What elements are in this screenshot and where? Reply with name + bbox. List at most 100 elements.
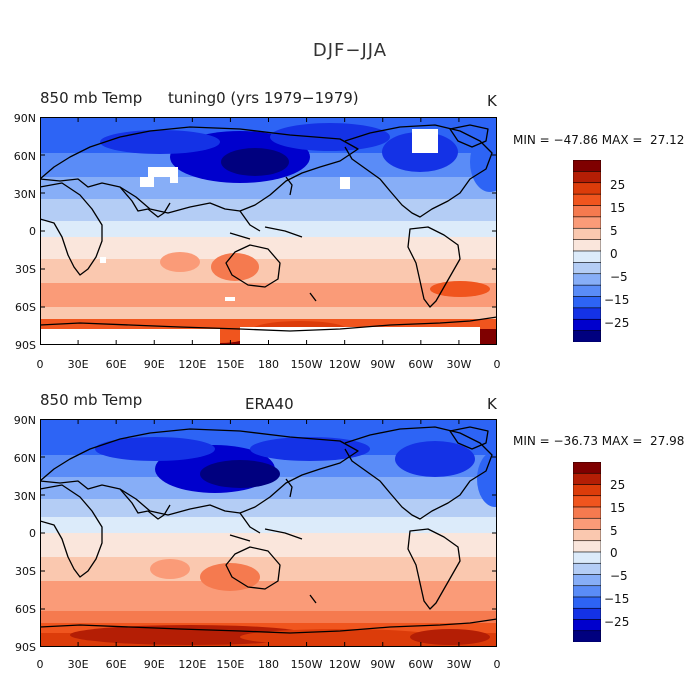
colorbar-swatch bbox=[573, 596, 601, 609]
coastline bbox=[449, 426, 489, 450]
lat-tick: 30S bbox=[15, 263, 36, 276]
colorbar-swatch bbox=[573, 307, 601, 320]
temperature-anomaly bbox=[200, 563, 260, 591]
temperature-anomaly bbox=[395, 441, 475, 477]
temperature-band bbox=[40, 307, 497, 319]
colorbar-swatch bbox=[573, 517, 601, 530]
colorbar-swatch bbox=[573, 205, 601, 218]
colorbar-label: −25 bbox=[604, 316, 630, 330]
temperature-band bbox=[40, 499, 497, 517]
colorbar-swatch bbox=[573, 472, 601, 485]
temperature-anomaly bbox=[100, 130, 220, 154]
colorbar-scale bbox=[573, 462, 601, 642]
temperature-band bbox=[40, 283, 497, 307]
colorbar-label: −5 bbox=[610, 270, 628, 284]
coastline bbox=[40, 316, 497, 332]
lat-tick: 60S bbox=[15, 301, 36, 314]
lon-tick: 150W bbox=[290, 358, 323, 371]
lon-axis: 0 30E 60E 90E 120E 150E 180 150W 120W 90W 60W 30W 0 bbox=[36, 658, 501, 672]
lon-tick: 30E bbox=[67, 358, 89, 371]
lon-tick: 150E bbox=[216, 358, 245, 371]
colorbar-swatch bbox=[573, 562, 601, 575]
panel-units-label: K bbox=[487, 92, 497, 110]
min-max-label: MIN = −36.73 MAX = 27.98 bbox=[513, 434, 685, 448]
lon-tick: 60E bbox=[105, 658, 127, 671]
coastline bbox=[225, 546, 281, 590]
lon-tick: 120E bbox=[178, 658, 207, 671]
missing-data-patch bbox=[412, 129, 438, 153]
coastline bbox=[344, 426, 493, 520]
temperature-anomaly bbox=[250, 437, 370, 461]
axis-ticks bbox=[40, 419, 497, 647]
coastline bbox=[40, 428, 359, 516]
lon-tick: 120W bbox=[328, 358, 361, 371]
colorbar-label: 5 bbox=[610, 224, 618, 238]
lat-tick: 90N bbox=[13, 414, 36, 427]
colorbar-label: 25 bbox=[610, 178, 626, 192]
lat-tick: 60N bbox=[13, 452, 36, 465]
colorbar-swatch bbox=[573, 273, 601, 286]
panel-variable-label: 850 mb Temp bbox=[40, 391, 143, 409]
lon-tick: 150E bbox=[216, 658, 245, 671]
temperature-map bbox=[40, 117, 497, 345]
coastlines bbox=[40, 124, 497, 332]
temperature-map bbox=[40, 419, 497, 647]
lat-tick: 30S bbox=[15, 565, 36, 578]
coastline bbox=[119, 488, 171, 520]
colorbar-label: −15 bbox=[604, 592, 630, 606]
temperature-band bbox=[40, 221, 497, 237]
colorbar-swatch bbox=[573, 160, 601, 172]
lon-tick: 90E bbox=[143, 658, 165, 671]
colorbar-swatch bbox=[573, 284, 601, 297]
lon-tick: 30W bbox=[446, 358, 472, 371]
lon-tick: 0 bbox=[36, 658, 44, 671]
temperature-anomaly bbox=[211, 253, 259, 281]
lat-tick: 60S bbox=[15, 603, 36, 616]
colorbar-swatch bbox=[573, 296, 601, 309]
lat-tick: 30N bbox=[13, 188, 36, 201]
temperature-anomaly bbox=[410, 629, 490, 645]
panel-case-label: tuning0 (yrs 1979−1979) bbox=[168, 89, 359, 107]
lon-tick: 120W bbox=[328, 658, 361, 671]
colorbar-swatch bbox=[573, 193, 601, 206]
colorbar-label: −15 bbox=[604, 293, 630, 307]
lon-tick: 30W bbox=[446, 658, 472, 671]
colorbar-label: 0 bbox=[610, 247, 618, 261]
colorbar-swatch bbox=[573, 529, 601, 542]
figure-title: DJF−JJA bbox=[312, 40, 388, 61]
lat-tick: 0 bbox=[29, 527, 36, 540]
missing-data-patch bbox=[40, 329, 220, 345]
coastline bbox=[40, 484, 103, 578]
min-max-label: MIN = −47.86 MAX = 27.12 bbox=[513, 133, 685, 147]
coastline bbox=[285, 176, 317, 302]
coastline bbox=[40, 126, 359, 214]
lon-tick: 90E bbox=[143, 358, 165, 371]
lon-tick: 60W bbox=[408, 358, 434, 371]
temperature-anomaly bbox=[270, 123, 390, 151]
lon-tick: 30E bbox=[67, 658, 89, 671]
colorbar-swatch bbox=[573, 585, 601, 598]
temperature-field bbox=[40, 117, 497, 345]
temperature-band bbox=[40, 237, 497, 259]
lon-tick: 0 bbox=[493, 358, 501, 371]
colorbar-swatch bbox=[573, 171, 601, 184]
temperature-band bbox=[40, 259, 497, 283]
panel-variable-label: 850 mb Temp bbox=[40, 89, 143, 107]
temperature-band bbox=[40, 533, 497, 557]
colorbar-label: 15 bbox=[610, 501, 626, 515]
coastlines bbox=[40, 426, 497, 634]
colorbar-swatch bbox=[573, 182, 601, 195]
temperature-anomaly bbox=[160, 252, 200, 272]
coastline bbox=[407, 226, 461, 308]
temperature-band bbox=[40, 517, 497, 533]
colorbar-swatch bbox=[573, 495, 601, 508]
lat-tick: 0 bbox=[29, 225, 36, 238]
colorbar-swatch bbox=[573, 607, 601, 620]
lon-tick: 90W bbox=[370, 358, 396, 371]
colorbar-labels: 25 15 5 0 −5 −15 −25 bbox=[604, 462, 650, 644]
missing-data-patch bbox=[340, 177, 350, 189]
lat-axis: 90N 60N 30N 0 30S 60S 90S bbox=[0, 112, 40, 352]
lat-tick: 60N bbox=[13, 150, 36, 163]
temperature-anomaly bbox=[221, 148, 289, 176]
colorbar-swatch bbox=[573, 551, 601, 564]
